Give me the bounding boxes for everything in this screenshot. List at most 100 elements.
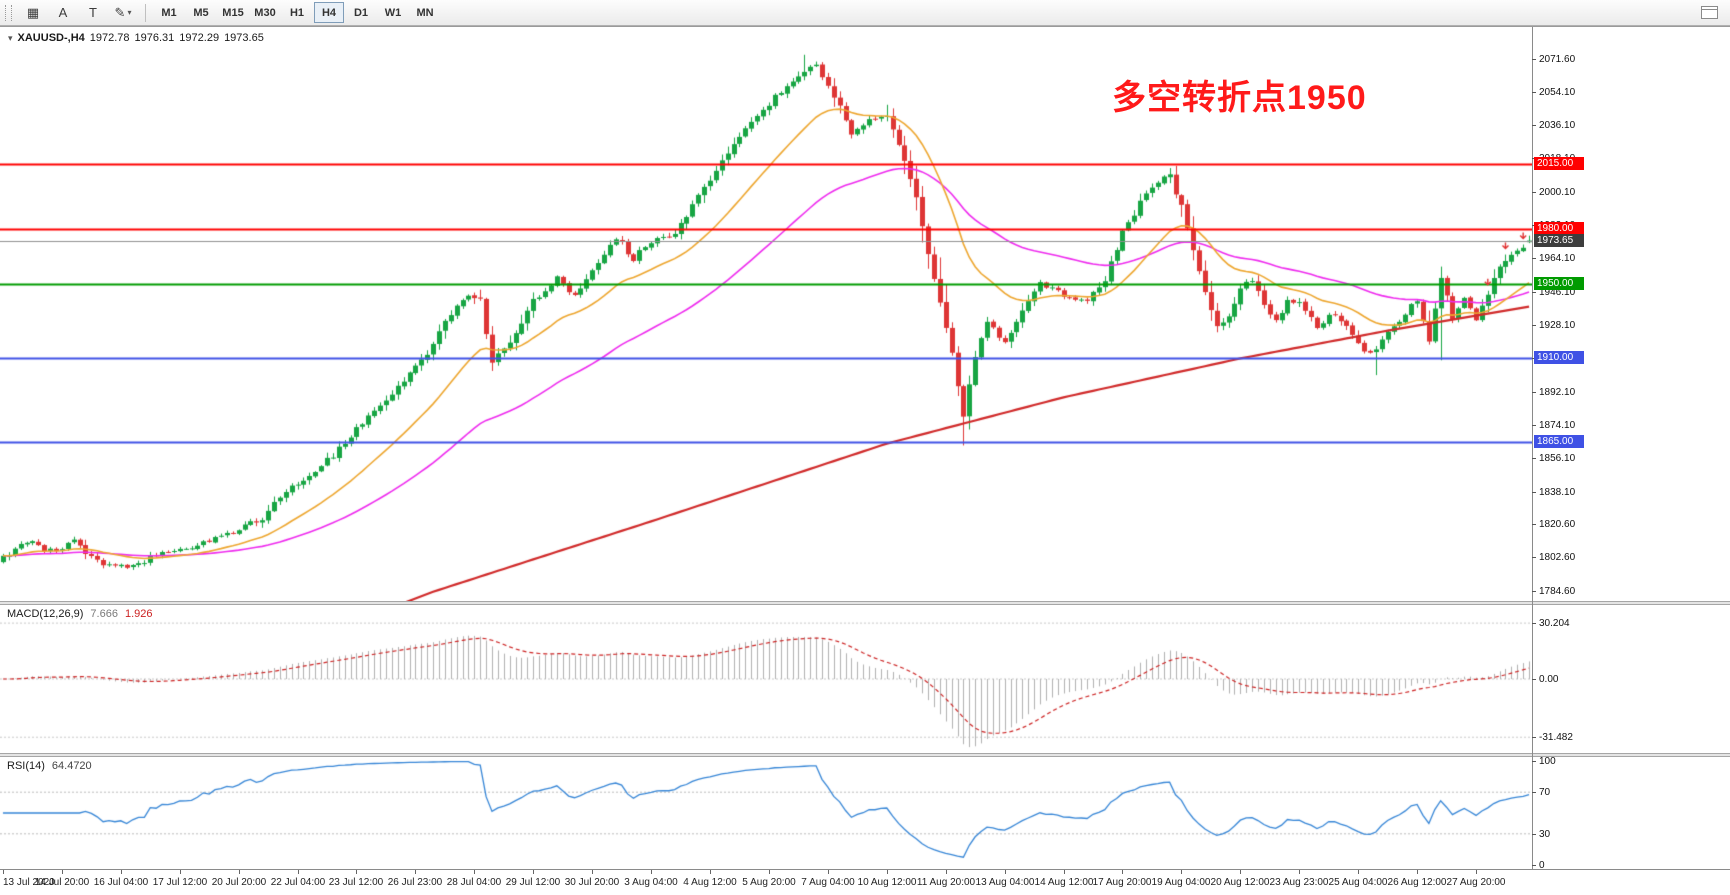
axis-tick (1532, 833, 1536, 835)
chart-window-icon[interactable] (1701, 6, 1718, 19)
chart-title: ▾ XAUUSD-,H4 1972.78 1976.31 1972.29 1973.65 (8, 32, 269, 44)
timeframe-m30-button[interactable]: M30 (254, 6, 276, 19)
timeframe-h4-button[interactable]: H4 (314, 2, 344, 23)
macd-main-value: 7.666 (90, 608, 118, 620)
axis-tick (1532, 458, 1536, 460)
time-axis-label: 14 Aug 12:00 (1034, 877, 1094, 888)
rsi-label: RSI(14) 64.4720 (7, 760, 92, 772)
time-axis-label: 22 Jul 04:00 (270, 877, 326, 888)
time-axis-label: 7 Aug 04:00 (801, 877, 855, 888)
toolbar-drag-handle[interactable] (5, 4, 12, 21)
level-price-label: 2015.00 (1534, 157, 1584, 171)
time-axis-label: 16 Jul 04:00 (93, 877, 149, 888)
time-axis-tick (415, 870, 416, 874)
high-price: 1976.31 (134, 32, 175, 44)
panel-splitter[interactable] (0, 753, 1730, 757)
macd-axis[interactable]: 30.204 0.00 -31.482 (1532, 605, 1729, 753)
time-axis[interactable]: 13 Jul 2020 14 Jul 20:00 16 Jul 04:00 17 Ju… (0, 869, 1730, 895)
macd-canvas[interactable] (0, 605, 1532, 753)
axis-tick (1532, 258, 1536, 260)
timeframe-h1-button[interactable]: H1 (289, 6, 305, 19)
time-axis-tick (946, 870, 947, 874)
time-axis-label: 20 Jul 20:00 (211, 877, 267, 888)
level-price-label: 1910.00 (1534, 351, 1584, 365)
price-axis-label: 1820.60 (1539, 518, 1576, 530)
macd-label: MACD(12,26,9) 7.666 1.926 (7, 608, 152, 620)
time-axis-tick (887, 870, 888, 874)
axis-tick (1532, 191, 1536, 193)
time-axis-tick (592, 870, 593, 874)
time-axis-label: 5 Aug 20:00 (742, 877, 796, 888)
time-axis-label: 4 Aug 12:00 (683, 877, 737, 888)
axis-tick (1532, 91, 1536, 93)
price-axis-label: 2071.60 (1539, 54, 1576, 66)
time-axis-label: 25 Aug 04:00 (1328, 877, 1388, 888)
rsi-axis-label: 30 (1539, 828, 1551, 840)
time-axis-tick (474, 870, 475, 874)
price-axis-label: 1946.10 (1539, 286, 1576, 298)
time-axis-tick (121, 870, 122, 874)
timeframe-d1-button[interactable]: D1 (353, 6, 369, 19)
time-axis-tick (769, 870, 770, 874)
price-axis-label: 1856.10 (1539, 453, 1576, 465)
time-axis-label: 17 Jul 12:00 (152, 877, 208, 888)
time-axis-tick (1476, 870, 1477, 874)
time-axis-tick (828, 870, 829, 874)
time-axis-tick (1005, 870, 1006, 874)
price-axis-label: 1892.10 (1539, 386, 1576, 398)
top-toolbar: ▦ A T ✎ ▾ M1 M5 M15 M30 H1 H4 D1 W1 MN (0, 0, 1730, 26)
close-price: 1973.65 (224, 32, 264, 44)
tile-windows-icon[interactable]: ▦ (26, 4, 40, 20)
time-axis-label: 23 Aug 23:00 (1269, 877, 1329, 888)
rsi-indicator-name: RSI(14) (7, 760, 45, 772)
price-axis-label: 1874.10 (1539, 419, 1576, 431)
current-price-label: 1973.65 (1534, 233, 1584, 247)
text-tool-icon[interactable]: T (89, 5, 97, 20)
price-axis-label: 2036.10 (1539, 119, 1576, 131)
time-axis-tick (239, 870, 240, 874)
chart-frame-border (0, 26, 1730, 27)
time-axis-tick (1358, 870, 1359, 874)
level-price-label: 1950.00 (1534, 277, 1584, 291)
price-axis-label: 2000.10 (1539, 186, 1576, 198)
time-axis-tick (533, 870, 534, 874)
axis-tick (1532, 291, 1536, 293)
rsi-axis-label: 70 (1539, 787, 1551, 799)
rsi-axis[interactable]: 100 70 30 0 (1532, 756, 1729, 871)
rsi-value: 64.4720 (51, 760, 92, 772)
text-label-icon[interactable]: A (58, 5, 68, 20)
axis-tick (1532, 424, 1536, 426)
panel-splitter[interactable] (0, 601, 1730, 605)
draw-tools-icon[interactable]: ✎ ▾ (114, 4, 132, 20)
axis-tick (1532, 737, 1536, 739)
timeframe-m15-button[interactable]: M15 (222, 6, 244, 19)
time-axis-tick (1299, 870, 1300, 874)
axis-tick (1532, 679, 1536, 680)
price-axis-label: 1802.60 (1539, 552, 1576, 564)
time-axis-label: 26 Jul 23:00 (387, 877, 443, 888)
timeframe-w1-button[interactable]: W1 (384, 6, 402, 19)
time-axis-tick (1181, 870, 1182, 874)
price-axis[interactable]: 2071.602054.102036.102018.102000.101982.… (1532, 27, 1729, 601)
axis-tick (1532, 59, 1536, 61)
time-axis-label: 14 Jul 20:00 (34, 877, 90, 888)
axis-tick (1532, 523, 1536, 525)
chevron-down-icon: ▾ (127, 8, 132, 17)
timeframe-mn-button[interactable]: MN (416, 6, 434, 19)
axis-tick (1532, 557, 1536, 559)
time-axis-label: 26 Aug 12:00 (1387, 877, 1447, 888)
time-axis-label: 10 Aug 12:00 (857, 877, 917, 888)
level-price-label: 1865.00 (1534, 434, 1584, 448)
price-chart-canvas[interactable] (0, 27, 1532, 601)
price-axis-label: 1964.10 (1539, 253, 1576, 265)
time-axis-label: 13 Aug 04:00 (975, 877, 1035, 888)
timeframe-m1-button[interactable]: M1 (161, 6, 177, 19)
low-price: 1972.29 (179, 32, 220, 44)
time-axis-tick (356, 870, 357, 874)
timeframe-m5-button[interactable]: M5 (193, 6, 209, 19)
price-axis-label: 2054.10 (1539, 86, 1576, 98)
open-price: 1972.78 (89, 32, 130, 44)
rsi-canvas[interactable] (0, 757, 1532, 869)
time-axis-tick (1064, 870, 1065, 874)
